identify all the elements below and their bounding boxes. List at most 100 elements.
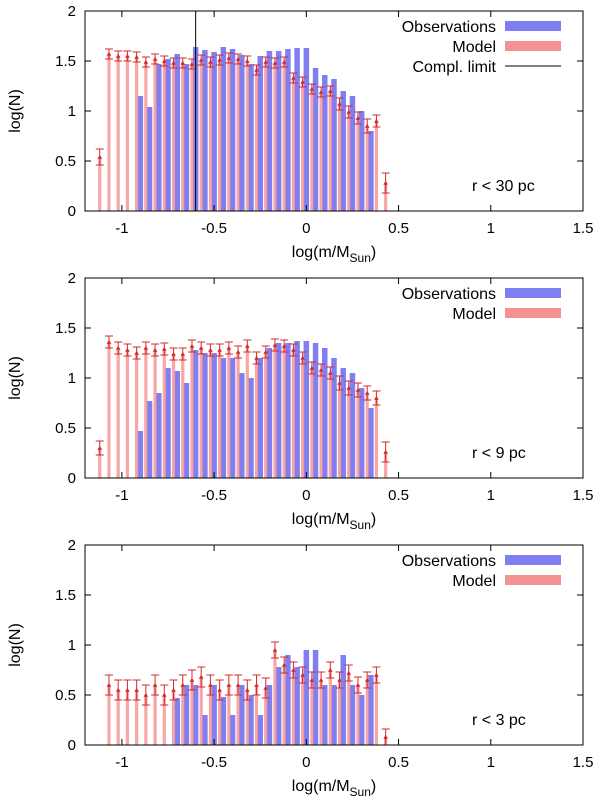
obs-bar bbox=[340, 368, 346, 478]
model-point bbox=[374, 118, 379, 123]
model-point bbox=[115, 687, 121, 692]
model-bar bbox=[310, 368, 314, 478]
model-point bbox=[180, 682, 186, 687]
model-point bbox=[198, 674, 204, 679]
model-point bbox=[355, 115, 361, 120]
model-point bbox=[235, 56, 241, 61]
model-bar bbox=[125, 56, 130, 211]
model-bar bbox=[254, 685, 259, 745]
y-tick-label: 0 bbox=[68, 737, 76, 754]
x-tick-label: 0.5 bbox=[388, 220, 409, 237]
obs-bar bbox=[183, 64, 190, 211]
model-bar bbox=[135, 353, 139, 478]
obs-bar bbox=[266, 685, 273, 745]
model-point bbox=[208, 682, 213, 687]
y-tick-label: 2 bbox=[68, 270, 76, 287]
model-bar bbox=[384, 452, 388, 478]
model-bar bbox=[107, 685, 111, 745]
model-point bbox=[364, 123, 370, 128]
obs-bar bbox=[358, 111, 365, 211]
model-point bbox=[180, 60, 186, 65]
legend-label: Model bbox=[452, 39, 496, 56]
y-tick-label: 1.5 bbox=[55, 587, 76, 604]
y-tick-label: 1 bbox=[68, 103, 76, 120]
model-bar bbox=[144, 695, 148, 745]
model-bar bbox=[153, 59, 157, 211]
model-point bbox=[254, 67, 259, 72]
model-point bbox=[364, 677, 370, 682]
model-bar bbox=[291, 350, 296, 478]
model-bar bbox=[319, 680, 323, 745]
model-point bbox=[226, 55, 232, 60]
model-point bbox=[328, 88, 333, 93]
model-point bbox=[162, 346, 167, 351]
model-point bbox=[143, 692, 149, 697]
obs-bar bbox=[239, 55, 245, 211]
model-bar bbox=[254, 358, 259, 478]
legend-label: Model bbox=[452, 573, 496, 590]
model-bar bbox=[236, 685, 240, 745]
y-tick-label: 1.5 bbox=[55, 320, 76, 337]
model-point bbox=[309, 677, 315, 682]
model-point bbox=[235, 349, 241, 354]
model-bar bbox=[245, 690, 249, 745]
model-point bbox=[337, 380, 342, 385]
x-tick-label: 1.5 bbox=[573, 220, 594, 237]
obs-bar bbox=[248, 378, 254, 478]
y-tick-label: 0 bbox=[68, 470, 76, 487]
obs-bar bbox=[312, 343, 319, 478]
y-tick-label: 0.5 bbox=[55, 687, 76, 704]
model-point bbox=[180, 351, 186, 356]
obs-bar bbox=[312, 68, 319, 211]
model-point bbox=[189, 61, 195, 66]
obs-bar bbox=[294, 341, 300, 478]
obs-bar bbox=[137, 431, 144, 478]
obs-bar bbox=[156, 393, 162, 478]
model-bar bbox=[208, 350, 213, 478]
y-axis-label: log(N) bbox=[7, 623, 24, 667]
model-bar bbox=[190, 346, 194, 478]
obs-bar bbox=[211, 685, 217, 745]
model-bar bbox=[291, 78, 296, 211]
x-axis-label-main: log(m/M bbox=[292, 244, 350, 261]
model-point bbox=[291, 667, 296, 672]
x-axis-label-main: log(m/M bbox=[292, 778, 350, 795]
radius-annotation: r < 3 pc bbox=[472, 712, 526, 729]
model-point bbox=[272, 60, 278, 65]
model-bar bbox=[301, 358, 305, 478]
model-point bbox=[254, 355, 259, 360]
model-bar bbox=[218, 690, 222, 745]
x-tick-label: -1 bbox=[115, 220, 128, 237]
model-point bbox=[263, 59, 269, 64]
model-point bbox=[328, 370, 333, 375]
model-point bbox=[318, 677, 324, 682]
obs-bar bbox=[202, 715, 208, 745]
model-point bbox=[291, 347, 296, 352]
obs-bar bbox=[275, 51, 282, 211]
model-bar bbox=[319, 92, 323, 211]
model-point bbox=[235, 682, 241, 687]
model-bar bbox=[135, 690, 139, 745]
model-bar bbox=[337, 680, 342, 745]
obs-bar bbox=[340, 655, 346, 745]
model-bar bbox=[374, 121, 379, 211]
legend-swatch bbox=[505, 288, 561, 298]
obs-bar bbox=[174, 371, 180, 478]
model-bar bbox=[356, 685, 360, 745]
model-point bbox=[226, 682, 232, 687]
model-point bbox=[309, 365, 315, 370]
obs-bar bbox=[322, 685, 328, 745]
model-bar bbox=[116, 690, 120, 745]
model-point bbox=[346, 670, 352, 675]
model-bar bbox=[384, 183, 388, 211]
model-point bbox=[383, 180, 388, 185]
legend-label: Observations bbox=[402, 553, 496, 570]
model-bar bbox=[227, 58, 231, 211]
obs-bar bbox=[183, 383, 190, 478]
model-point bbox=[364, 390, 370, 395]
model-point bbox=[245, 687, 250, 692]
model-bar bbox=[337, 383, 342, 478]
obs-bar bbox=[303, 48, 310, 211]
x-axis-label-close: ) bbox=[371, 778, 376, 795]
model-bar bbox=[328, 91, 332, 211]
